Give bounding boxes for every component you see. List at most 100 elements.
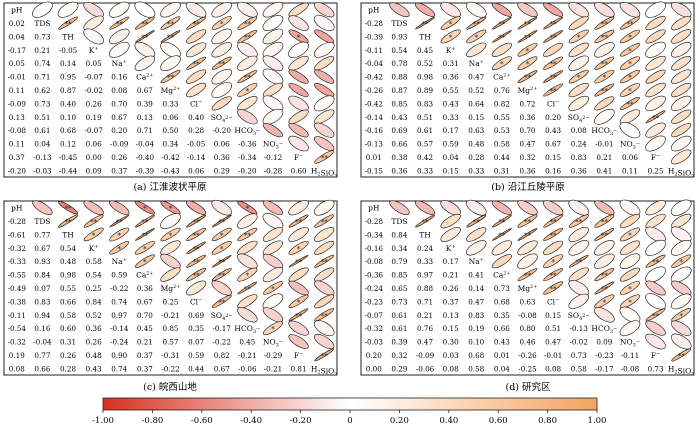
correlation-ellipse <box>314 136 335 151</box>
correlation-ellipse <box>237 307 258 323</box>
correlation-ellipse <box>568 55 589 71</box>
correlation-value: 0.01 <box>366 153 382 162</box>
significance-mark: ** <box>193 245 201 253</box>
correlation-value: -0.42 <box>161 153 179 162</box>
correlation-value: 0.68 <box>60 126 76 135</box>
colorbar-tick-label: 0.40 <box>439 416 458 426</box>
correlation-value: 0.31 <box>443 59 459 68</box>
significance-mark: ** <box>295 312 303 320</box>
correlation-ellipse <box>262 108 284 125</box>
significance-mark: * <box>118 232 122 240</box>
correlation-ellipse <box>58 201 78 215</box>
correlation-value: 0.21 <box>443 271 459 280</box>
variable-label: NO3− <box>620 140 640 151</box>
correlation-ellipse <box>211 96 232 111</box>
correlation-value: 0.19 <box>468 324 484 333</box>
variable-label: Na+ <box>112 257 127 266</box>
correlation-value: 0.08 <box>443 364 459 373</box>
correlation-ellipse <box>262 82 284 98</box>
significance-mark: * <box>220 245 224 253</box>
panel-title: (c) 皖西山地 <box>143 381 197 393</box>
variable-label: K+ <box>446 244 456 253</box>
significance-mark: * <box>603 299 607 307</box>
variable-label: pH <box>368 6 380 15</box>
variable-label: H2SiO3 <box>311 364 338 377</box>
correlation-ellipse <box>671 15 692 31</box>
significance-mark: ** <box>524 74 532 82</box>
correlation-ellipse <box>314 267 335 282</box>
correlation-ellipse <box>313 42 335 58</box>
variable-label: H2SiO3 <box>668 166 695 179</box>
correlation-value: 0.97 <box>417 271 433 280</box>
significance-mark: ** <box>652 114 660 122</box>
correlation-value: 0.51 <box>34 113 50 122</box>
correlation-ellipse <box>160 200 181 215</box>
correlation-ellipse <box>288 122 309 138</box>
correlation-ellipse <box>491 240 513 256</box>
correlation-value: 0.06 <box>86 140 102 149</box>
correlation-value: 0.15 <box>443 324 459 333</box>
correlation-value: 0.06 <box>622 153 638 162</box>
correlation-value: -0.08 <box>621 364 640 373</box>
correlation-value: -0.28 <box>365 19 384 28</box>
variable-label: TDS <box>34 217 50 226</box>
variable-label: NO3− <box>263 140 283 151</box>
correlation-ellipse <box>288 135 309 152</box>
colorbar-tick-label: 0.60 <box>489 416 508 426</box>
correlation-value: 0.66 <box>60 297 76 306</box>
variable-label: Mg2+ <box>161 284 181 293</box>
correlation-ellipse <box>134 55 156 71</box>
correlation-value: 0.37 <box>9 153 25 162</box>
correlation-value: 0.14 <box>60 59 76 68</box>
correlation-ellipse <box>160 253 181 269</box>
variable-label: K+ <box>89 244 99 253</box>
correlation-value: 0.00 <box>86 153 102 162</box>
correlation-ellipse <box>619 109 641 125</box>
correlation-ellipse <box>466 29 487 44</box>
correlation-value: 0.67 <box>111 113 127 122</box>
significance-mark: ** <box>90 219 98 227</box>
correlation-value: 0.24 <box>417 244 433 253</box>
significance-mark: ** <box>524 272 532 280</box>
significance-mark: * <box>628 232 632 240</box>
significance-mark: ** <box>244 286 252 294</box>
variable-label: Mg2+ <box>518 284 538 293</box>
correlation-ellipse <box>517 253 538 269</box>
correlation-ellipse <box>594 228 615 241</box>
correlation-ellipse <box>211 254 232 268</box>
correlation-value: -0.16 <box>365 244 384 253</box>
correlation-value: 0.57 <box>162 338 178 347</box>
correlation-value: -0.09 <box>8 99 27 108</box>
correlation-ellipse <box>109 241 130 255</box>
correlation-panel: pH-0.28 TDS ** ** ** ** ** ** **-0.34 0.84 TH ** ** *… <box>360 199 695 393</box>
correlation-ellipse <box>543 281 564 295</box>
significance-mark: ** <box>65 219 73 227</box>
correlation-value: 0.36 <box>571 166 587 175</box>
correlation-ellipse <box>645 213 666 229</box>
correlation-value: 0.60 <box>291 166 307 175</box>
correlation-value: 0.55 <box>60 284 76 293</box>
correlation-value: 0.10 <box>60 113 76 122</box>
correlation-ellipse <box>262 281 283 295</box>
correlation-ellipse <box>517 56 538 71</box>
correlation-ellipse <box>135 228 155 241</box>
correlation-value: -0.17 <box>595 364 614 373</box>
correlation-ellipse <box>160 240 181 256</box>
correlation-value: -0.28 <box>264 166 283 175</box>
correlation-value: 0.43 <box>545 126 561 135</box>
correlation-value: 0.00 <box>366 364 382 373</box>
correlation-value: 0.67 <box>34 244 50 253</box>
correlation-ellipse <box>440 29 461 44</box>
correlation-value: -0.24 <box>365 284 384 293</box>
variable-label: pH <box>11 204 23 213</box>
correlation-value: 0.21 <box>34 46 50 55</box>
colorbar-tick-label: -0.60 <box>191 416 213 426</box>
correlation-ellipse <box>288 15 309 31</box>
correlation-value: 0.31 <box>60 338 76 347</box>
correlation-value: 0.69 <box>391 126 407 135</box>
correlation-ellipse <box>262 28 284 45</box>
correlation-ellipse <box>671 56 692 71</box>
correlation-ellipse <box>314 109 335 125</box>
correlation-value: -0.03 <box>33 166 52 175</box>
correlation-ellipse <box>134 16 155 30</box>
